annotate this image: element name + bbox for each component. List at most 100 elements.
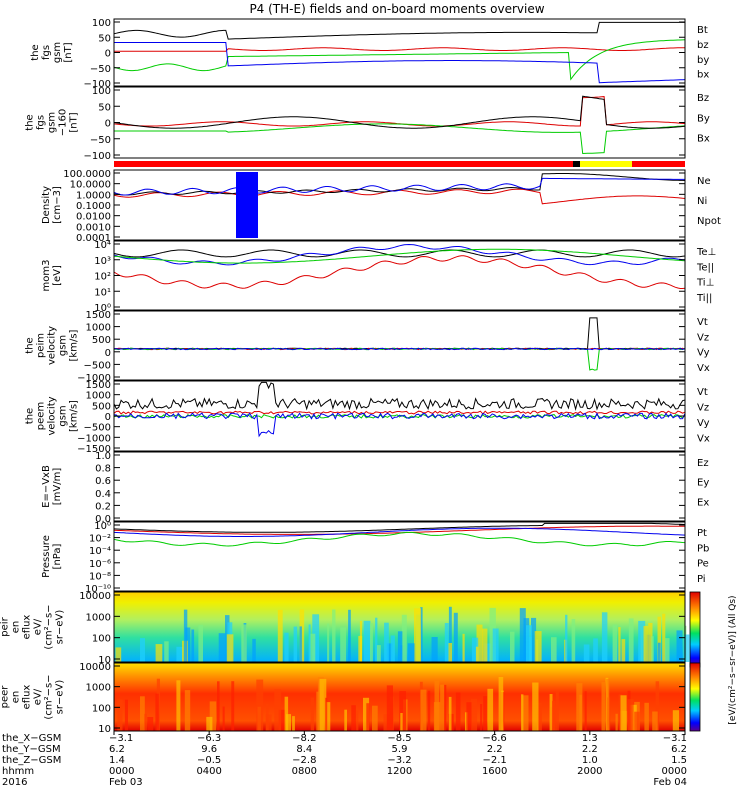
spectrogram-cell <box>606 679 610 731</box>
spectrogram-cell <box>657 616 661 662</box>
y-axis-label: the <box>25 408 36 424</box>
series-line-temperature <box>113 249 686 258</box>
panel-frame <box>113 591 686 663</box>
y-axis-label: the <box>25 337 36 353</box>
legend-entry: Vy <box>697 418 710 429</box>
y-tick-label: −500 <box>84 423 111 434</box>
x-tick-label: 8.4 <box>296 744 312 755</box>
spectrogram-cell <box>576 683 583 731</box>
spectrogram-cell <box>164 641 169 662</box>
spectrogram-cell <box>265 714 272 731</box>
spectrogram-cell <box>217 681 220 731</box>
y-tick-label: 100.0000 <box>63 169 111 180</box>
y-axis-label: peem <box>36 402 47 430</box>
y-tick-label: −50 <box>90 64 111 75</box>
series-line-temperature <box>113 243 686 266</box>
spectrogram-cell <box>510 631 515 662</box>
legend-entry: Vx <box>697 363 710 374</box>
spectrogram-cell <box>327 623 330 662</box>
series-line-pressure <box>113 522 686 533</box>
spectrogram-cell <box>593 638 598 662</box>
spectrogram-cell <box>372 705 378 731</box>
legend-entry: Pt <box>697 528 707 539</box>
spectrogram-cell <box>448 643 452 662</box>
x-tick-label: 0000 <box>662 766 687 777</box>
spectrogram-cell <box>532 682 539 731</box>
panel-fgs_gsm: 100 50 0 −50 −100 the fgs gsm [nT] Bt bz by bx <box>30 18 709 90</box>
y-tick-label: 10 <box>98 655 111 666</box>
y-axis-label: fgs <box>36 115 47 130</box>
y-tick-label: 10⁰ <box>94 303 111 314</box>
spectrogram-cell <box>366 703 370 731</box>
series-line-electron_velocity <box>113 412 686 438</box>
panel-frame <box>113 521 686 592</box>
y-axis-label: en <box>11 691 22 704</box>
spectrogram-cell <box>299 626 302 662</box>
spectrogram-cell <box>401 614 407 662</box>
spectrogram-cell <box>657 642 661 662</box>
y-tick-label: 10 <box>98 724 111 735</box>
spectrogram-cell <box>471 637 479 662</box>
y-axis-label: [nT] <box>69 112 80 132</box>
spectrogram-cell <box>683 634 690 662</box>
legend-entry: by <box>697 55 709 66</box>
spectrogram-cell <box>655 681 660 731</box>
x-tick-label: 0000 <box>109 766 134 777</box>
y-tick-label: 10000 <box>79 591 111 602</box>
x-tick-label: 6.2 <box>109 744 125 755</box>
y-axis-label: E=−VxB <box>41 465 52 508</box>
y-axis-label: mom3 <box>41 260 52 292</box>
y-axis-label: gsm <box>47 112 58 133</box>
x-date-label: Feb 03 <box>109 777 143 788</box>
y-tick-label: −1000 <box>77 373 111 384</box>
spectrogram-cell <box>648 622 653 662</box>
series-line-ion_velocity <box>114 347 686 351</box>
y-tick-label: −1000 <box>77 433 111 444</box>
spectrogram-cell <box>312 614 320 662</box>
quality-flag-bar-segment <box>573 161 580 167</box>
spectrogram-cell <box>376 645 381 662</box>
spectrogram-cell <box>638 620 646 662</box>
spectrogram-cell <box>222 706 225 731</box>
panel-frame <box>113 169 686 241</box>
y-tick-label: 0 <box>105 412 111 423</box>
x-tick-label: 1200 <box>387 766 412 777</box>
spectrogram-cell <box>124 699 128 731</box>
y-axis-label: velocity <box>47 396 58 435</box>
spectrogram-cell <box>448 696 452 731</box>
y-axis-label: [nPa] <box>52 543 63 569</box>
spectrogram-cell <box>252 638 256 662</box>
y-tick-label: 500 <box>92 401 111 412</box>
y-axis-label: fgs <box>41 45 52 60</box>
legend-entry: Vx <box>697 434 710 445</box>
y-axis-label: peir <box>0 616 11 636</box>
legend-entry: Ti⊥ <box>696 278 714 289</box>
x-tick-label: 2.2 <box>487 744 503 755</box>
spectrogram-cell <box>618 627 621 662</box>
x-tick-label: −0.5 <box>197 755 221 766</box>
spectrogram-cell <box>480 704 483 731</box>
spectrogram-cell <box>526 625 532 662</box>
legend-entry: Npot <box>697 216 721 227</box>
y-tick-label: −100 <box>84 151 111 162</box>
spectrogram-cell <box>209 701 217 731</box>
y-tick-label: −50 <box>90 135 111 146</box>
spectrogram-cell <box>144 713 147 731</box>
spectrogram-cell <box>484 643 492 662</box>
spectrogram-cell <box>375 617 378 662</box>
y-tick-label: 1500 <box>86 380 111 391</box>
spectrogram-cell <box>444 623 449 662</box>
legend-entry: Bx <box>697 134 710 145</box>
spectrogram-cell <box>284 696 289 731</box>
legend-entry: By <box>697 113 710 124</box>
spectrogram-cell <box>285 714 291 731</box>
spectrogram-cell <box>644 702 649 731</box>
spectrogram-cell <box>431 637 438 662</box>
spectrogram-cell <box>292 716 295 731</box>
y-axis-label: eflux <box>22 615 33 640</box>
spectrogram-cell <box>453 612 458 662</box>
x-tick-label: −6.3 <box>197 733 221 744</box>
spectrogram-cell <box>555 691 559 731</box>
spectrogram-cell <box>618 694 623 731</box>
spectrogram-cell <box>140 638 145 662</box>
